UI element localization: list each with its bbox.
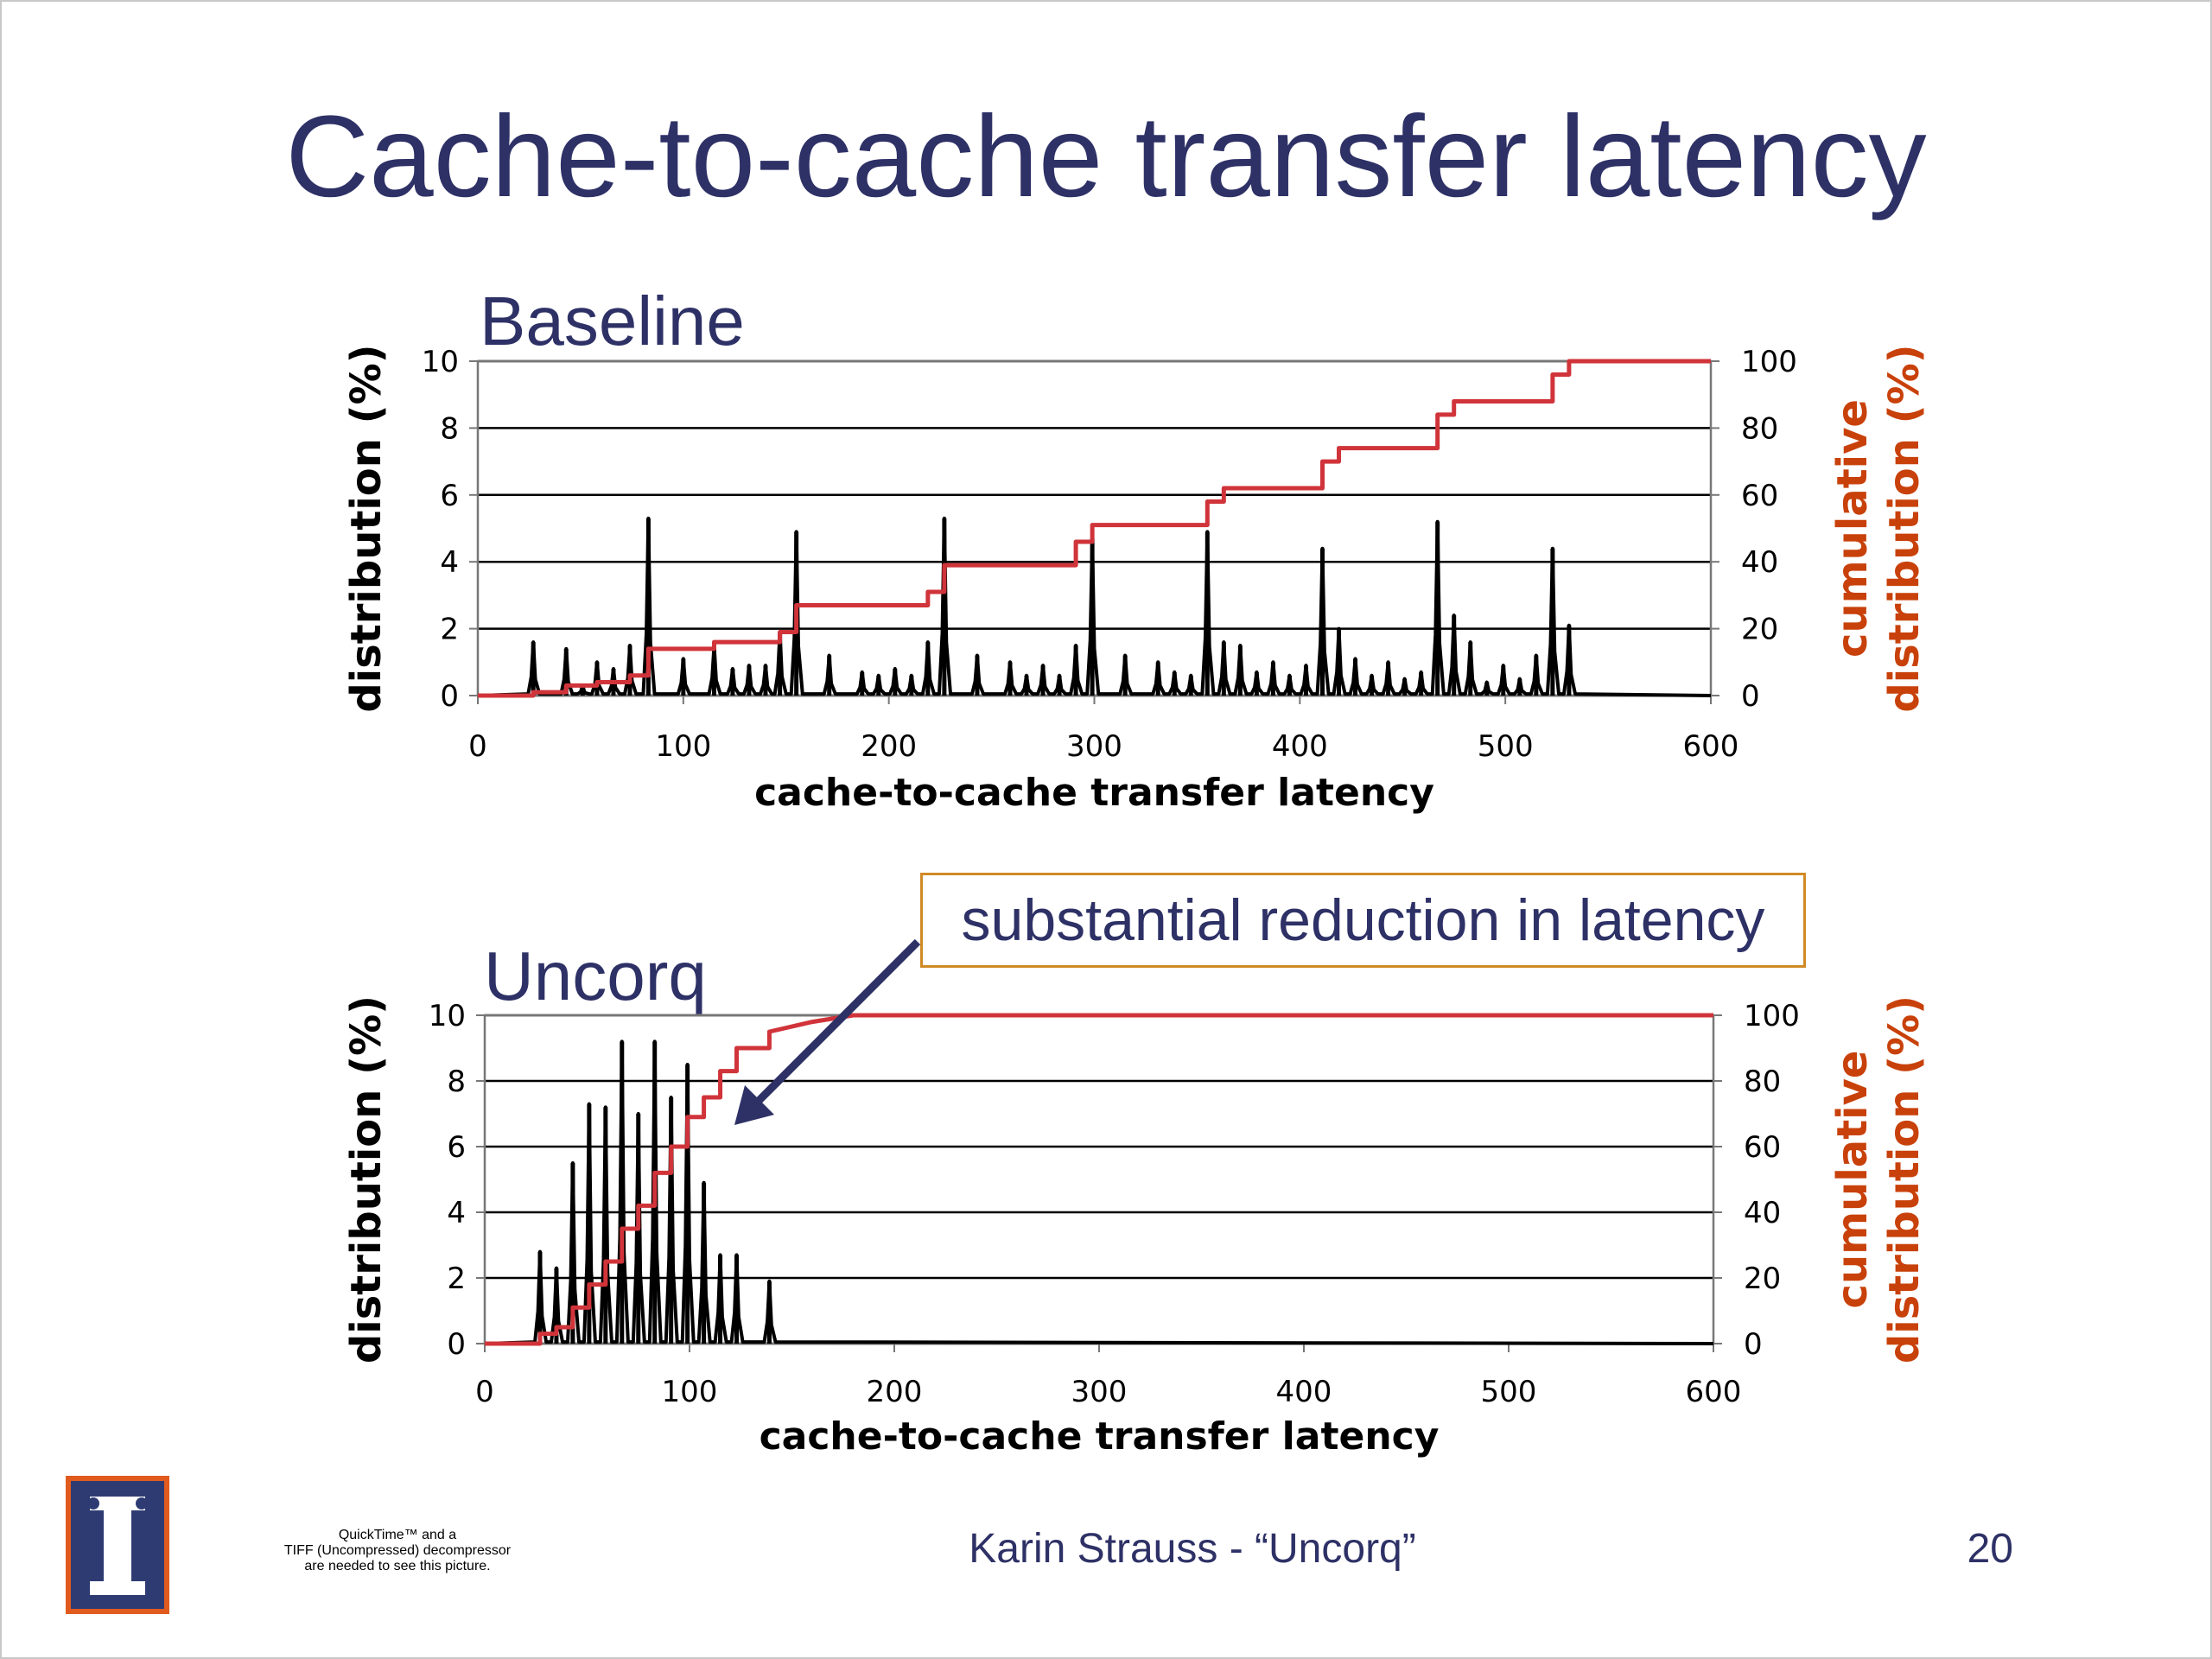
y2-tick-label: 0 (1744, 1327, 1763, 1362)
x-tick-label: 500 (1481, 1375, 1537, 1409)
quicktime-note-line: QuickTime™ and a (338, 1528, 457, 1542)
page-number: 20 (1967, 1526, 2013, 1572)
x-tick-label: 100 (662, 1375, 718, 1409)
x-axis-label: cache-to-cache transfer latency (754, 771, 1434, 815)
y-tick-label: 2 (440, 613, 459, 647)
cumulative-series-line (478, 359, 1711, 698)
quicktime-note-line: are needed to see this picture. (304, 1559, 491, 1573)
y2-tick-label: 20 (1744, 1262, 1781, 1296)
slide-title: Cache-to-cache transfer latency (285, 92, 1927, 221)
y-tick-label: 4 (447, 1196, 466, 1230)
y-tick-label: 10 (422, 345, 459, 379)
x-tick-label: 200 (861, 729, 917, 764)
x-tick-label: 600 (1686, 1375, 1742, 1409)
y-axis-label: distribution (%) (342, 995, 391, 1363)
y-axis-label: distribution (%) (342, 344, 391, 712)
y2-axis-label: cumulative (1828, 1051, 1877, 1309)
callout-box: substantial reduction in latency (920, 873, 1806, 968)
x-axis-label: cache-to-cache transfer latency (760, 1414, 1440, 1459)
x-tick-label: 400 (1276, 1375, 1332, 1409)
y-tick-label: 8 (440, 411, 459, 446)
y2-tick-label: 80 (1741, 411, 1778, 446)
uncorq-chart-title: Uncorq (484, 938, 707, 1014)
y2-tick-label: 60 (1741, 479, 1778, 513)
y-tick-label: 10 (429, 999, 466, 1033)
y2-tick-label: 0 (1741, 679, 1760, 714)
university-logo-icon (66, 1476, 169, 1614)
x-tick-label: 500 (1478, 729, 1534, 764)
y-tick-label: 6 (440, 479, 459, 513)
y2-tick-label: 80 (1744, 1065, 1781, 1099)
y2-tick-label: 40 (1741, 545, 1778, 580)
y2-tick-label: 20 (1741, 613, 1778, 647)
y2-axis-label: distribution (%) (1880, 995, 1929, 1363)
y-tick-label: 4 (440, 545, 459, 580)
x-tick-label: 0 (468, 729, 487, 764)
x-tick-label: 400 (1272, 729, 1328, 764)
y-tick-label: 0 (447, 1327, 466, 1362)
y2-tick-label: 100 (1741, 345, 1797, 379)
x-tick-label: 300 (1071, 1375, 1128, 1409)
footer-author: Karin Strauss - “Uncorq” (969, 1526, 1416, 1572)
y2-tick-label: 100 (1744, 999, 1800, 1033)
x-tick-label: 300 (1066, 729, 1122, 764)
cumulative-series-line (485, 1013, 1713, 1346)
y-tick-label: 8 (447, 1065, 466, 1099)
y2-tick-label: 40 (1744, 1196, 1781, 1230)
y2-axis-label: distribution (%) (1880, 344, 1929, 712)
y-tick-label: 0 (440, 679, 459, 714)
x-tick-label: 0 (475, 1375, 494, 1409)
y-tick-label: 6 (447, 1130, 466, 1165)
distribution-series-line (484, 1039, 1714, 1345)
x-tick-label: 100 (655, 729, 711, 764)
y-tick-label: 2 (447, 1262, 466, 1296)
x-tick-label: 600 (1683, 729, 1739, 764)
quicktime-note-line: TIFF (Uncompressed) decompressor (283, 1543, 512, 1558)
y2-axis-label: cumulative (1828, 399, 1877, 658)
y2-tick-label: 60 (1744, 1130, 1781, 1165)
callout-text: substantial reduction in latency (961, 887, 1765, 953)
baseline-chart-title: Baseline (480, 283, 745, 359)
quicktime-placeholder-note: QuickTime™ and a TIFF (Uncompressed) dec… (251, 1528, 544, 1574)
x-tick-label: 200 (867, 1375, 923, 1409)
